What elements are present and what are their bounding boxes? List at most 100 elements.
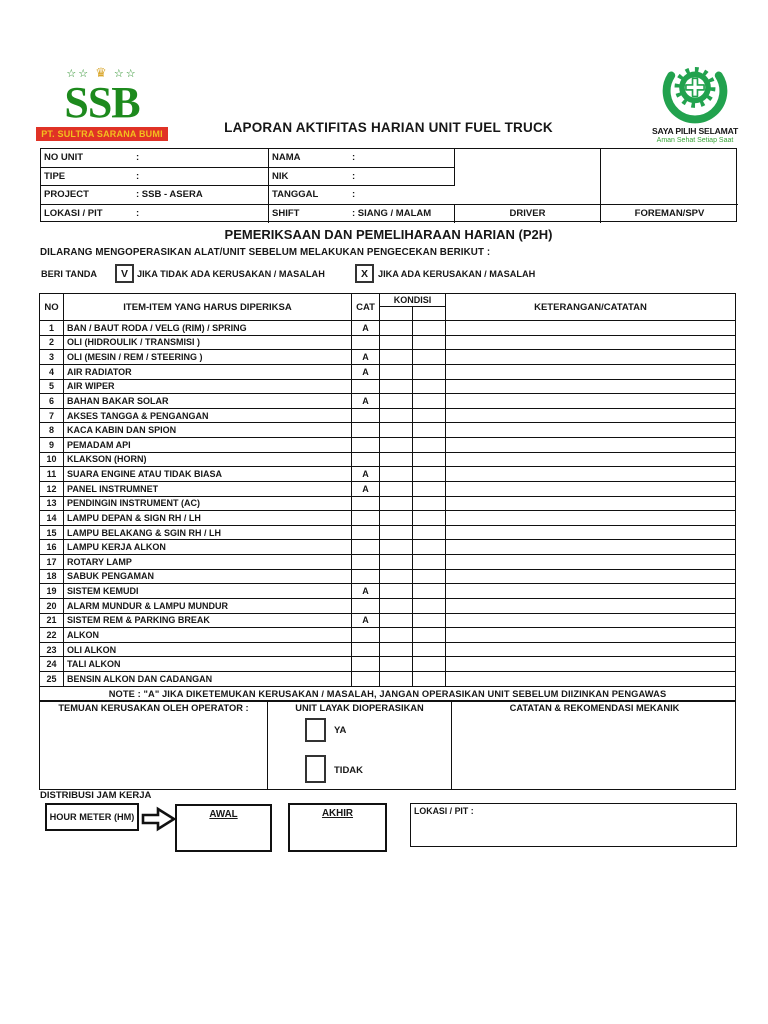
row-item-label: BAHAN BAKAR SOLAR xyxy=(64,394,352,408)
stars-left-icon: ☆☆ xyxy=(66,68,91,80)
checklist-row: 8 KACA KABIN DAN SPION xyxy=(40,423,735,438)
hm-akhir-box: AKHIR xyxy=(288,803,387,852)
field-nik: NIK: xyxy=(269,167,455,186)
crown-icon: ♛ xyxy=(95,65,109,80)
safety-logo: SAYA PILIH SELAMAT Aman Sehat Setiap Saa… xyxy=(641,62,749,145)
p2h-section-title: PEMERIKSAAN DAN PEMELIHARAAN HARIAN (P2H… xyxy=(224,227,553,242)
row-number: 20 xyxy=(40,598,64,613)
hour-meter-box: HOUR METER (HM) xyxy=(45,803,139,831)
row-kondisi-cell-2 xyxy=(413,569,446,584)
row-cat-value xyxy=(352,555,380,569)
checklist-row: 24 TALI ALKON xyxy=(40,657,735,672)
row-number: 7 xyxy=(40,408,64,423)
row-item-label: KACA KABIN DAN SPION xyxy=(64,423,352,437)
beri-tanda-label: BERI TANDA xyxy=(41,269,97,279)
safety-slogan-main: SAYA PILIH SELAMAT xyxy=(651,126,738,136)
checklist-row: 4 AIR RADIATOR A xyxy=(40,364,735,380)
row-kondisi-cell-2 xyxy=(413,540,446,554)
row-kondisi-cell-1 xyxy=(380,335,413,350)
row-item-label: LAMPU BELAKANG & SGIN RH / LH xyxy=(64,525,352,540)
checklist-row: 10 KLAKSON (HORN) xyxy=(40,452,735,468)
ya-label: YA xyxy=(334,725,347,736)
row-keterangan-cell xyxy=(446,350,735,364)
row-kondisi-cell-1 xyxy=(380,569,413,584)
field-label: PROJECT xyxy=(44,189,89,201)
row-keterangan-cell xyxy=(446,467,735,481)
row-keterangan-cell xyxy=(446,321,735,335)
row-keterangan-cell xyxy=(446,526,735,540)
row-item-label: PENDINGIN INSTRUMENT (AC) xyxy=(64,496,352,511)
row-keterangan-cell xyxy=(446,614,735,628)
header-cat: CAT xyxy=(352,294,380,320)
checklist-row: 14 LAMPU DEPAN & SIGN RH / LH xyxy=(40,511,735,526)
safety-slogan-sub: Aman Sehat Setiap Saat xyxy=(656,137,734,144)
row-kondisi-cell-1 xyxy=(380,628,413,642)
row-kondisi-cell-2 xyxy=(413,672,446,686)
checklist-row: 20 ALARM MUNDUR & LAMPU MUNDUR xyxy=(40,598,735,614)
row-kondisi-cell-2 xyxy=(413,394,446,408)
row-item-label: LAMPU DEPAN & SIGN RH / LH xyxy=(64,511,352,525)
row-kondisi-cell-2 xyxy=(413,350,446,364)
row-number: 14 xyxy=(40,511,64,525)
row-cat-value xyxy=(352,569,380,584)
operator-findings-title: TEMUAN KERUSAKAN OLEH OPERATOR : xyxy=(58,703,249,713)
row-number: 25 xyxy=(40,672,64,686)
row-cat-value xyxy=(352,423,380,437)
row-number: 12 xyxy=(40,481,64,496)
row-keterangan-cell xyxy=(446,540,735,554)
row-number: 21 xyxy=(40,613,64,628)
kondisi-subcells xyxy=(380,307,445,320)
ssb-logo: ☆☆ ♛ ☆☆ SSB PT. SULTRA SARANA BUMI xyxy=(36,66,168,141)
field-tanggal: TANGGAL: xyxy=(269,186,455,205)
operator-findings-cell: TEMUAN KERUSAKAN OLEH OPERATOR : xyxy=(40,701,268,789)
checklist-row: 6 BAHAN BAKAR SOLAR A xyxy=(40,394,735,409)
row-number: 23 xyxy=(40,642,64,657)
field-label: SHIFT xyxy=(272,208,300,220)
field-value: : SSB - ASERA xyxy=(136,189,203,201)
field-no-unit: NO UNIT: xyxy=(41,149,269,168)
akhir-label: AKHIR xyxy=(321,808,354,819)
row-keterangan-cell xyxy=(446,672,735,686)
row-number: 19 xyxy=(40,584,64,598)
row-kondisi-cell-2 xyxy=(413,335,446,350)
check-ok-symbol-box: V xyxy=(115,264,134,283)
header-keterangan: KETERANGAN/CATATAN xyxy=(534,301,647,313)
row-item-label: SUARA ENGINE ATAU TIDAK BIASA xyxy=(64,467,352,481)
row-kondisi-cell-1 xyxy=(380,350,413,364)
mechanic-notes-cell: CATATAN & REKOMENDASI MEKANIK xyxy=(452,701,737,789)
row-kondisi-cell-2 xyxy=(413,657,446,671)
row-cat-value xyxy=(352,511,380,525)
checklist-row: 21 SISTEM REM & PARKING BREAK A xyxy=(40,613,735,629)
ya-checkbox xyxy=(305,718,326,742)
row-item-label: BENSIN ALKON DAN CADANGAN xyxy=(64,672,352,686)
field-label: NAMA xyxy=(272,152,301,164)
row-kondisi-cell-1 xyxy=(380,642,413,657)
row-kondisi-cell-2 xyxy=(413,452,446,467)
hm-awal-box: AWAL xyxy=(175,804,272,852)
row-keterangan-cell xyxy=(446,438,735,452)
checklist-row: 1 BAN / BAUT RODA / VELG (RIM) / SPRING A xyxy=(40,321,735,336)
row-keterangan-cell xyxy=(446,584,735,598)
field-label: TANGGAL xyxy=(272,189,319,201)
header-kondisi: KONDISI xyxy=(380,294,445,307)
checklist-row: 12 PANEL INSTRUMNET A xyxy=(40,481,735,497)
checklist-header: NO ITEM-ITEM YANG HARUS DIPERIKSA CAT KO… xyxy=(40,294,735,321)
row-kondisi-cell-2 xyxy=(413,496,446,511)
row-item-label: PEMADAM API xyxy=(64,438,352,452)
row-kondisi-cell-2 xyxy=(413,584,446,598)
row-keterangan-cell xyxy=(446,511,735,525)
stars-crown-icon: ☆☆ ♛ ☆☆ xyxy=(36,66,168,81)
checklist-note: NOTE : "A" JIKA DIKETEMUKAN KERUSAKAN / … xyxy=(108,688,667,699)
row-kondisi-cell-1 xyxy=(380,438,413,452)
row-kondisi-cell-1 xyxy=(380,540,413,554)
row-cat-value xyxy=(352,540,380,554)
row-keterangan-cell xyxy=(446,380,735,394)
field-label: TIPE xyxy=(44,170,66,182)
checklist-body: 1 BAN / BAUT RODA / VELG (RIM) / SPRING A 2… xyxy=(40,321,735,687)
row-cat-value: A xyxy=(352,321,380,335)
row-kondisi-cell-1 xyxy=(380,452,413,467)
row-kondisi-cell-1 xyxy=(380,379,413,394)
row-cat-value xyxy=(352,438,380,452)
row-kondisi-cell-1 xyxy=(380,394,413,408)
